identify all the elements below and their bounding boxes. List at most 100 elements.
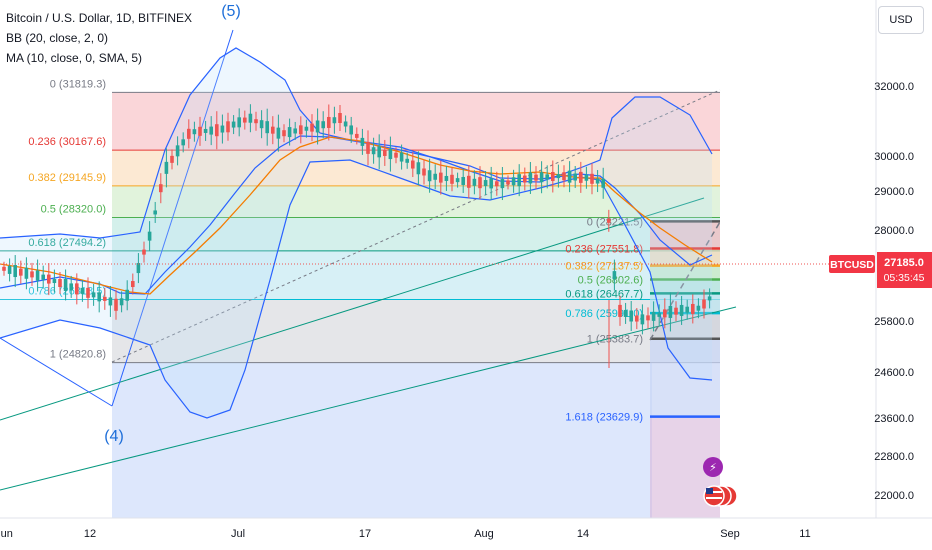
y-tick-label: 32000.0 (874, 81, 914, 93)
wave-label-5: (5) (221, 3, 241, 20)
candle-body (293, 128, 297, 134)
symbol-title[interactable]: Bitcoin / U.S. Dollar, 1D, BITFINEX (6, 11, 193, 25)
fib-level-label: 0.382 (29145.9) (28, 172, 106, 184)
candle-body (349, 125, 353, 135)
bolt-icon (703, 457, 723, 477)
us-flag-icon-stripe (706, 491, 722, 493)
currency-button[interactable]: USD (878, 6, 924, 34)
x-tick-label: Jun (0, 528, 13, 540)
candle-body (612, 271, 617, 280)
candle-body (551, 171, 555, 181)
us-flag-icon-canton (706, 488, 713, 494)
candle-body (97, 292, 101, 302)
candle-body (69, 283, 73, 291)
candle-body (584, 174, 589, 181)
candle-body (131, 281, 135, 288)
fib2-zone (650, 279, 720, 294)
candle-body (539, 172, 544, 183)
candle-body (635, 315, 639, 322)
candle-body (523, 175, 527, 183)
candle-body (175, 145, 180, 157)
candle-body (114, 298, 118, 311)
fib-zone (112, 250, 720, 300)
candle-body (511, 177, 516, 186)
candle-body (13, 265, 17, 278)
candle-body (467, 175, 471, 188)
candle-body (276, 127, 281, 139)
candle-body (450, 174, 454, 184)
fib2-level-label: 1.618 (23629.9) (565, 412, 643, 424)
candle-body (640, 314, 645, 325)
fib-zone (112, 150, 720, 186)
candle-body (489, 178, 493, 189)
candle-body (500, 179, 505, 189)
candle-body (483, 180, 488, 187)
candle-body (573, 173, 577, 181)
fib-level-label: 0.5 (28320.0) (41, 204, 106, 216)
candle-body (237, 117, 241, 128)
candle-body (444, 175, 449, 181)
candle-body (47, 274, 51, 284)
candle-body (360, 137, 365, 146)
y-tick-label: 25800.0 (874, 316, 914, 328)
candle-body (119, 298, 124, 306)
bolt-icon-glyph: ⚡ (709, 461, 717, 474)
candle-body (209, 126, 213, 135)
candle-body (366, 141, 370, 154)
x-tick-label: Jul (231, 528, 245, 540)
candle-body (416, 162, 421, 175)
y-tick-label: 22000.0 (874, 490, 914, 502)
wave-label-4: (4) (104, 428, 124, 445)
candle-body (338, 113, 342, 123)
candle-body (310, 123, 314, 132)
fib2-level-label: 0.618 (26467.7) (565, 288, 643, 300)
candle-body (181, 139, 185, 146)
candle-body (517, 174, 521, 187)
candle-body (321, 121, 325, 129)
fib2-level-label: 0.5 (26802.6) (578, 275, 643, 287)
candle-body (651, 311, 656, 321)
candle-body (327, 116, 331, 128)
x-tick-label: 12 (84, 528, 96, 540)
us-flag-icon-stripe (706, 497, 722, 499)
last-price-badge (877, 252, 932, 288)
y-tick-label: 29000.0 (874, 186, 914, 198)
candle-body (52, 279, 57, 284)
candle-body (254, 119, 258, 124)
candle-body (595, 178, 600, 184)
candle-body (702, 299, 706, 309)
candle-body (663, 309, 667, 318)
candle-body (623, 309, 628, 317)
candle-body (203, 128, 208, 133)
candle-body (30, 271, 34, 278)
candle-body (332, 117, 337, 124)
fib-level-label: 0.618 (27494.2) (28, 237, 106, 249)
candle-body (343, 121, 348, 127)
bb-indicator-label[interactable]: BB (20, close, 2, 0) (6, 31, 109, 45)
candle-body (265, 121, 269, 134)
candle-body (315, 120, 320, 133)
fib-level-label: 0 (31819.3) (50, 78, 106, 90)
price-badges: BTCUSD 27185.0 05:35:45 (829, 252, 932, 288)
candle-body (86, 287, 90, 298)
candle-body (159, 184, 163, 193)
x-tick-label: 11 (799, 528, 810, 540)
candle-body (153, 210, 157, 215)
ma-indicator-label[interactable]: MA (10, close, 0, SMA, 5) (6, 51, 143, 65)
candle-body (545, 174, 549, 180)
candle-body (590, 173, 594, 184)
y-tick-label: 30000.0 (874, 151, 914, 163)
candle-body (80, 287, 85, 294)
y-tick-label: 28000.0 (874, 225, 914, 237)
fib2-level-label: 0.382 (27137.5) (565, 261, 643, 273)
candle-body (299, 125, 303, 135)
trend-line (0, 197, 705, 421)
candle-body (371, 147, 376, 155)
y-tick-label: 22800.0 (874, 451, 914, 463)
countdown-label: 05:35:45 (884, 272, 925, 284)
candle-body (607, 218, 611, 223)
wave-line (0, 337, 113, 407)
candle-body (215, 124, 219, 137)
